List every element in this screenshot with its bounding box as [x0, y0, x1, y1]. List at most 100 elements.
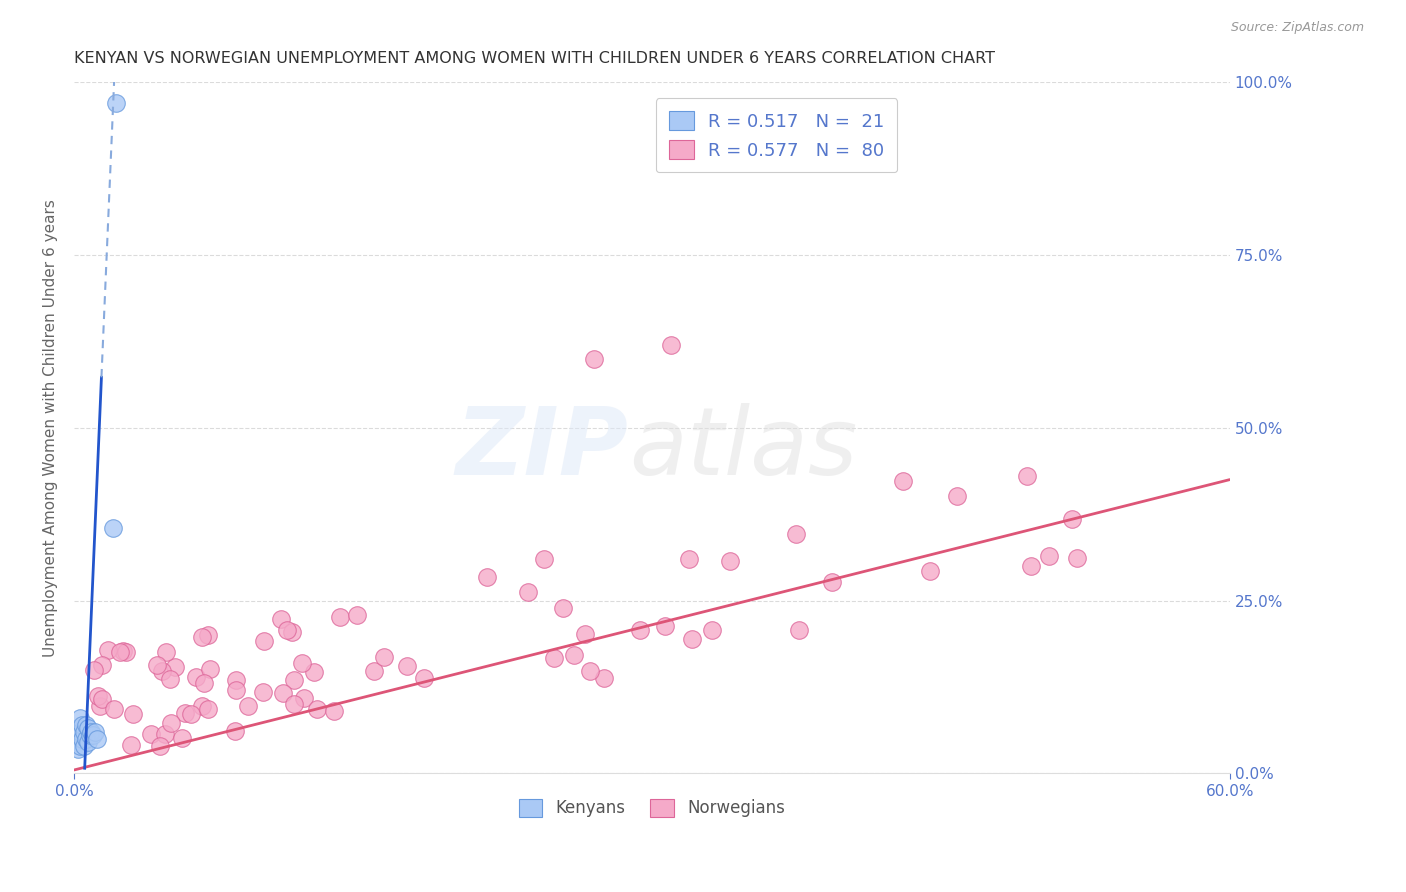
Point	[225, 673, 247, 688]
Point	[276, 623, 298, 637]
Point	[160, 716, 183, 731]
Point	[190, 698, 212, 713]
Point	[149, 739, 172, 753]
Point	[322, 704, 344, 718]
Point	[79, 728, 101, 742]
Point	[273, 686, 295, 700]
Point	[190, 631, 212, 645]
Point	[373, 650, 395, 665]
Point	[184, 670, 207, 684]
Point	[121, 707, 143, 722]
Text: Source: ZipAtlas.com: Source: ZipAtlas.com	[1230, 21, 1364, 34]
Text: ZIP: ZIP	[456, 402, 628, 494]
Point	[172, 731, 194, 746]
Point	[76, 735, 98, 749]
Point	[150, 665, 173, 679]
Text: KENYAN VS NORWEGIAN UNEMPLOYMENT AMONG WOMEN WITH CHILDREN UNDER 6 YEARS CORRELA: KENYAN VS NORWEGIAN UNEMPLOYMENT AMONG W…	[75, 51, 995, 66]
Point	[197, 702, 219, 716]
Point	[283, 673, 305, 687]
Point	[346, 607, 368, 622]
Point	[413, 671, 436, 685]
Point	[821, 575, 844, 590]
Point	[678, 552, 700, 566]
Point	[163, 659, 186, 673]
Point	[302, 665, 325, 679]
Point	[103, 702, 125, 716]
Point	[551, 600, 574, 615]
Point	[82, 728, 104, 742]
Point	[65, 735, 87, 749]
Point	[787, 623, 810, 637]
Point	[395, 659, 418, 673]
Point	[115, 645, 138, 659]
Point	[101, 521, 124, 535]
Point	[70, 718, 93, 732]
Point	[139, 727, 162, 741]
Point	[236, 699, 259, 714]
Point	[533, 551, 555, 566]
Point	[224, 724, 246, 739]
Point	[198, 663, 221, 677]
Point	[91, 658, 114, 673]
Point	[84, 725, 107, 739]
Point	[1019, 558, 1042, 573]
Point	[83, 663, 105, 677]
Point	[76, 722, 98, 736]
Point	[155, 644, 177, 658]
Point	[579, 665, 602, 679]
Point	[918, 564, 941, 578]
Point	[329, 610, 352, 624]
Point	[283, 697, 305, 711]
Point	[75, 731, 97, 746]
Point	[174, 706, 197, 720]
Point	[516, 584, 538, 599]
Point	[69, 725, 91, 739]
Point	[253, 634, 276, 648]
Point	[105, 95, 128, 110]
Point	[562, 648, 585, 663]
Point	[69, 739, 91, 753]
Point	[291, 657, 314, 671]
Point	[86, 690, 108, 704]
Point	[1066, 551, 1088, 566]
Point	[946, 489, 969, 503]
Point	[574, 627, 596, 641]
Point	[97, 643, 120, 657]
Point	[90, 691, 112, 706]
Point	[1062, 512, 1084, 526]
Point	[252, 685, 274, 699]
Point	[180, 706, 202, 721]
Point	[155, 727, 177, 741]
Point	[86, 731, 108, 746]
Point	[193, 675, 215, 690]
Point	[785, 527, 807, 541]
Point	[475, 570, 498, 584]
Point	[891, 474, 914, 488]
Point	[66, 722, 89, 736]
Point	[654, 618, 676, 632]
Point	[270, 612, 292, 626]
Point	[73, 725, 96, 739]
Point	[1015, 469, 1038, 483]
Point	[146, 658, 169, 673]
Point	[66, 742, 89, 756]
Point	[111, 644, 134, 658]
Point	[307, 701, 329, 715]
Point	[80, 725, 103, 739]
Legend: Kenyans, Norwegians: Kenyans, Norwegians	[512, 792, 792, 824]
Point	[1038, 549, 1060, 564]
Point	[681, 632, 703, 647]
Point	[592, 671, 614, 685]
Point	[225, 682, 247, 697]
Point	[89, 698, 111, 713]
Point	[73, 739, 96, 753]
Point	[583, 351, 606, 366]
Point	[363, 664, 385, 678]
Point	[108, 645, 131, 659]
Text: atlas: atlas	[628, 403, 858, 494]
Point	[292, 691, 315, 706]
Point	[70, 731, 93, 746]
Point	[700, 623, 723, 637]
Point	[75, 718, 97, 732]
Point	[628, 623, 651, 637]
